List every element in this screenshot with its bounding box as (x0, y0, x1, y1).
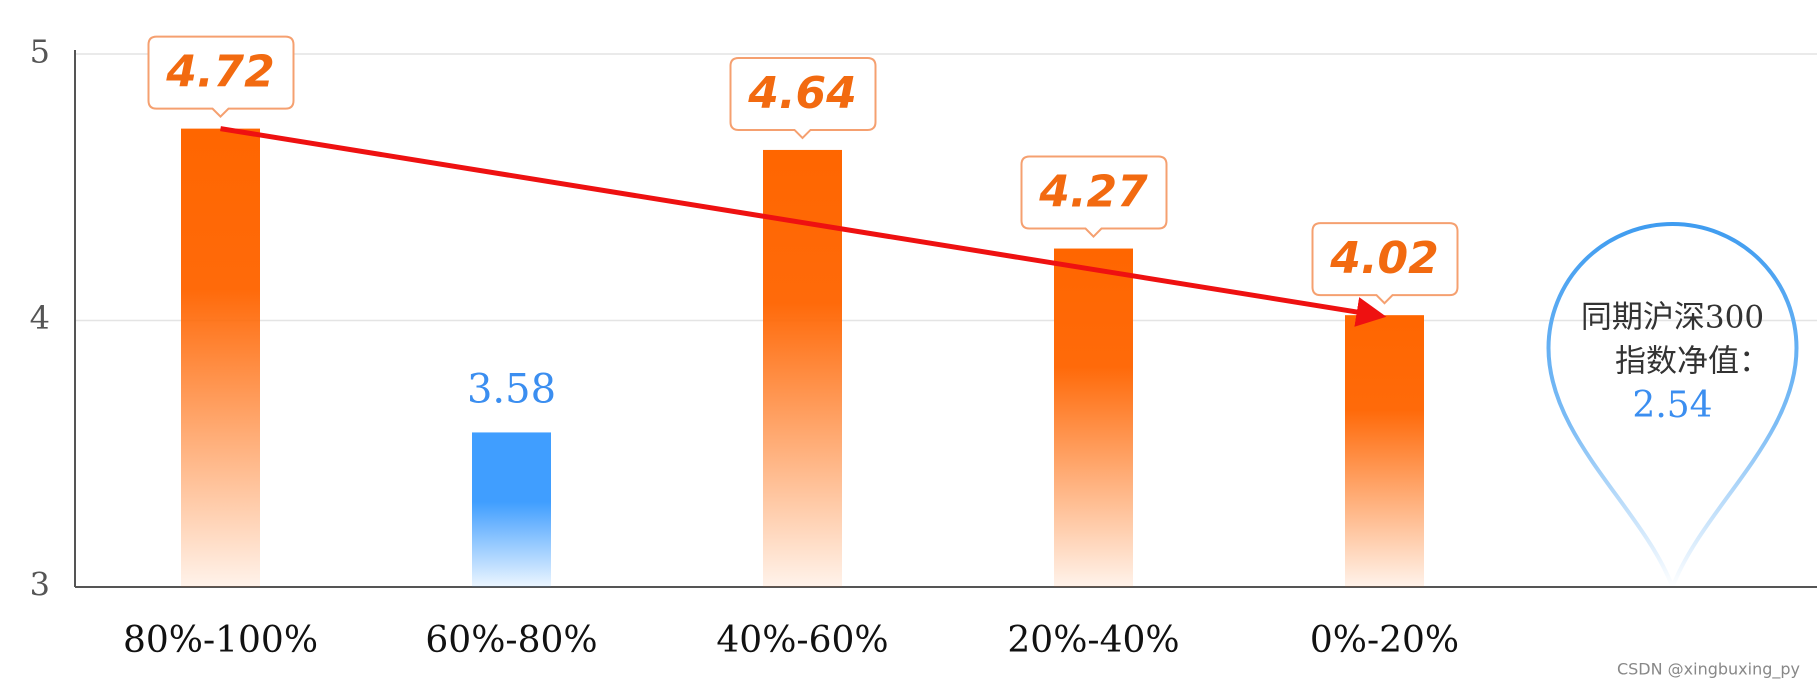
x-tick-label: 0%-20% (1310, 620, 1459, 661)
x-tick-label: 20%-40% (1007, 620, 1179, 661)
value-label: 4.72 (165, 47, 275, 98)
bar (181, 128, 260, 587)
y-tick-label: 4 (30, 299, 50, 337)
y-tick-label: 3 (30, 566, 50, 604)
annotation-text: 指数净值： (1615, 344, 1770, 380)
trend-arrow (220, 126, 1387, 327)
callout-box (147, 35, 295, 119)
value-label: 4.27 (1038, 167, 1148, 218)
callout-box (1311, 222, 1459, 305)
value-label: 4.64 (747, 68, 857, 119)
x-tick-label: 80%-100% (123, 620, 318, 661)
x-tick-label: 40%-60% (716, 620, 888, 661)
bar (1345, 315, 1424, 587)
watermark: CSDN @xingbuxing_py (1617, 660, 1800, 680)
callout-box (1020, 155, 1168, 238)
value-label: 4.02 (1329, 233, 1439, 284)
bar (472, 432, 551, 587)
y-tick-label: 5 (30, 33, 50, 71)
x-tick-label: 60%-80% (425, 620, 597, 661)
callout-box (729, 56, 877, 140)
bar (1054, 248, 1133, 588)
value-label: 3.58 (467, 366, 556, 412)
bar (763, 149, 842, 587)
annotation-balloon (1546, 222, 1799, 593)
annotation-value: 2.54 (1632, 385, 1712, 426)
annotation-text: 同期沪深300 (1581, 300, 1764, 336)
